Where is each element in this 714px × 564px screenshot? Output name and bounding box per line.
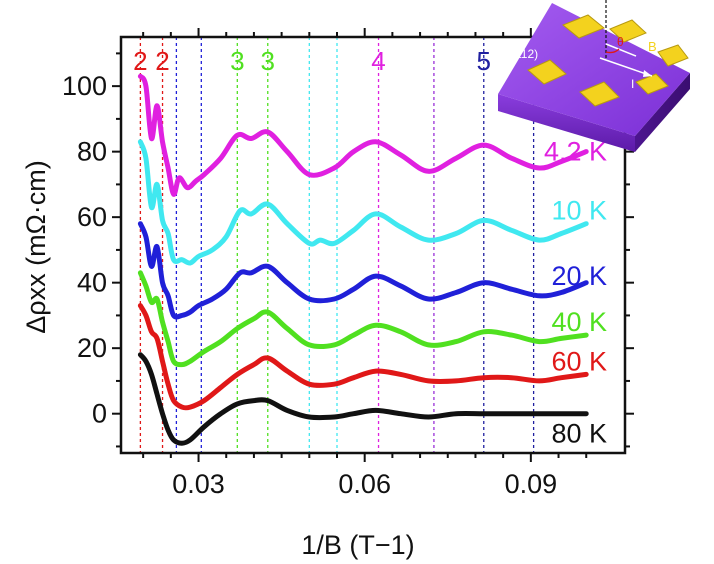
current-arrow-head bbox=[643, 70, 652, 77]
device-inset: (112) B θ I bbox=[498, 0, 690, 152]
level-annotation: 2 bbox=[133, 46, 147, 76]
series-line bbox=[137, 270, 589, 368]
vertical-guide-lines bbox=[139, 37, 535, 453]
series-labels: 4.2 K 10 K 20 K 40 K 60 K 80 K bbox=[544, 137, 607, 449]
device-slab-top bbox=[498, 3, 690, 136]
contact-pads bbox=[527, 14, 689, 107]
contact-pad bbox=[657, 44, 689, 67]
x-tick-label: 0.09 bbox=[505, 469, 558, 499]
y-tick-label: 60 bbox=[77, 202, 107, 232]
y-tick-label: 40 bbox=[77, 268, 107, 298]
inset-field-label: B bbox=[648, 39, 657, 54]
level-annotation: 4 bbox=[371, 46, 385, 76]
field-arrow bbox=[605, 43, 637, 57]
theta-arc bbox=[605, 48, 620, 54]
device-slab-front bbox=[498, 94, 635, 152]
series-label: 80 K bbox=[551, 418, 607, 448]
x-tick-label: 0.03 bbox=[172, 469, 225, 499]
x-tick-label: 0.06 bbox=[338, 469, 391, 499]
y-tick-label: 20 bbox=[77, 333, 107, 363]
data-series bbox=[137, 73, 589, 446]
inset-face-label: (112) bbox=[511, 47, 538, 61]
series-label: 4.2 K bbox=[544, 137, 607, 167]
series-line bbox=[137, 73, 589, 197]
series-label: 20 K bbox=[551, 261, 607, 291]
y-axis-title: Δρxx (mΩ·cm) bbox=[21, 160, 51, 334]
contact-pad bbox=[579, 81, 620, 107]
contact-pad bbox=[562, 14, 605, 39]
level-annotation: 3 bbox=[230, 46, 244, 76]
current-arrow bbox=[599, 57, 653, 77]
series-line bbox=[137, 139, 589, 266]
contact-pad bbox=[635, 73, 669, 95]
series-label: 40 K bbox=[551, 307, 607, 337]
plot-frame bbox=[119, 35, 627, 455]
inset-angle-label: θ bbox=[617, 35, 624, 49]
series-line bbox=[137, 352, 589, 446]
x-axis-title: 1/B (T−1) bbox=[301, 530, 414, 560]
series-label: 60 K bbox=[551, 346, 607, 376]
inset-current-label: I bbox=[631, 77, 634, 91]
y-tick-label: 0 bbox=[92, 399, 107, 429]
device-slab-side bbox=[635, 73, 690, 152]
contact-pad bbox=[527, 59, 567, 85]
series-line bbox=[137, 221, 589, 320]
level-annotation: 2 bbox=[155, 46, 169, 76]
contact-pad bbox=[609, 19, 647, 43]
series-label: 10 K bbox=[551, 196, 607, 226]
level-annotation: 3 bbox=[261, 46, 275, 76]
level-annotation: 5 bbox=[477, 46, 491, 76]
y-tick-label: 80 bbox=[77, 137, 107, 167]
axis-tick-labels: 0.03 0.06 0.09 0 20 40 60 80 100 bbox=[62, 71, 557, 499]
series-line bbox=[137, 303, 589, 411]
y-tick-label: 100 bbox=[62, 71, 107, 101]
